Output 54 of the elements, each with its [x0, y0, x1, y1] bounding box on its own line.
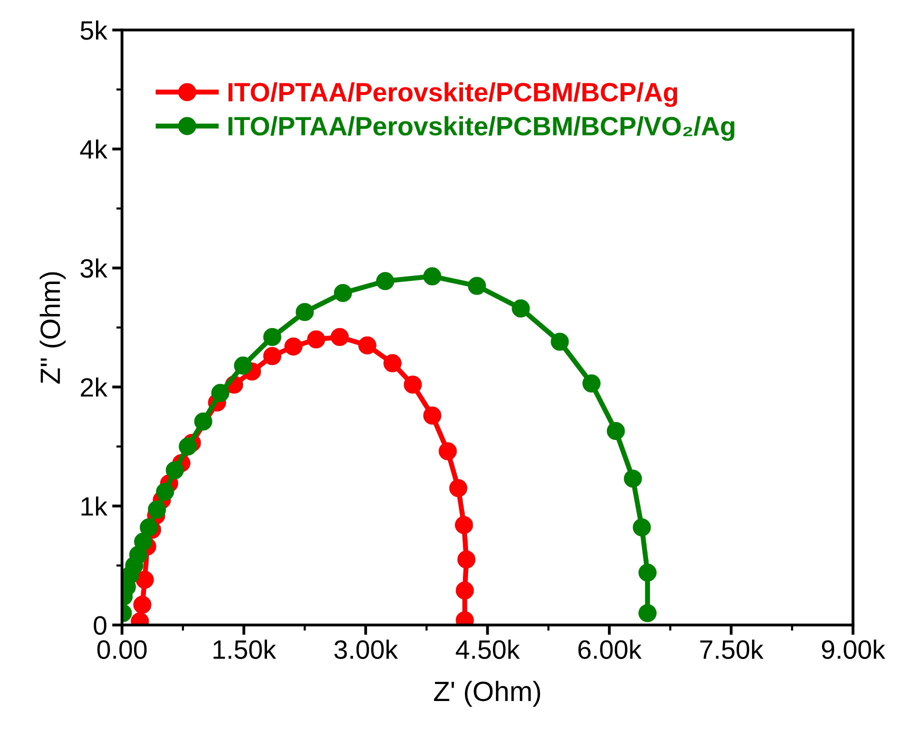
x-axis-title: Z' (Ohm) — [434, 680, 540, 707]
y-tick-label: 5k — [80, 20, 108, 40]
point — [632, 518, 651, 536]
point — [156, 482, 174, 501]
point — [438, 442, 457, 460]
point — [358, 336, 376, 354]
point — [582, 374, 600, 392]
point — [284, 338, 302, 356]
y-tick-label: 4k — [80, 139, 108, 159]
x-tick-label: 4.50k — [456, 640, 520, 659]
point — [454, 516, 473, 534]
point — [383, 354, 402, 372]
point — [404, 376, 422, 394]
point — [449, 479, 468, 498]
legend-label: ITO/PTAA/Perovskite/PCBM/BCP/VO₂/Ag — [228, 116, 734, 141]
point — [423, 267, 442, 286]
point — [330, 328, 349, 346]
point — [194, 412, 212, 431]
point — [376, 272, 394, 290]
point — [211, 384, 230, 402]
x-tick-label: 7.50k — [700, 640, 764, 659]
point — [263, 328, 282, 346]
point — [263, 347, 282, 366]
point — [512, 299, 530, 318]
y-tick-label: 0 — [94, 616, 106, 635]
x-tick-label: 9.00k — [822, 640, 886, 659]
y-tick-label: 3k — [80, 258, 108, 278]
y-tick-label: 1k — [82, 496, 108, 516]
point — [296, 303, 314, 322]
point — [178, 437, 197, 456]
x-tick-label: 0.00 — [97, 640, 147, 659]
y-tick-label: 2k — [80, 377, 108, 397]
point — [468, 276, 486, 295]
point — [334, 284, 352, 302]
point — [457, 550, 476, 569]
point — [423, 406, 442, 425]
point — [456, 581, 474, 600]
x-tick-label: 1.50k — [214, 640, 276, 659]
point — [638, 604, 657, 622]
point — [624, 470, 642, 488]
x-tick-label: 3.00k — [334, 640, 398, 659]
legend-label: ITO/PTAA/Perovskite/PCBM/BCP/Ag — [228, 82, 678, 107]
point — [606, 422, 625, 440]
y-axis-title: Z'' (Ohm) — [40, 272, 66, 384]
point — [133, 596, 152, 614]
point — [166, 461, 184, 480]
x-tick-label: 6.00k — [578, 640, 642, 659]
point — [550, 332, 569, 351]
point — [148, 500, 166, 519]
point — [234, 356, 252, 375]
point — [638, 564, 657, 582]
point — [307, 330, 326, 348]
point — [140, 518, 158, 536]
point — [136, 570, 154, 589]
